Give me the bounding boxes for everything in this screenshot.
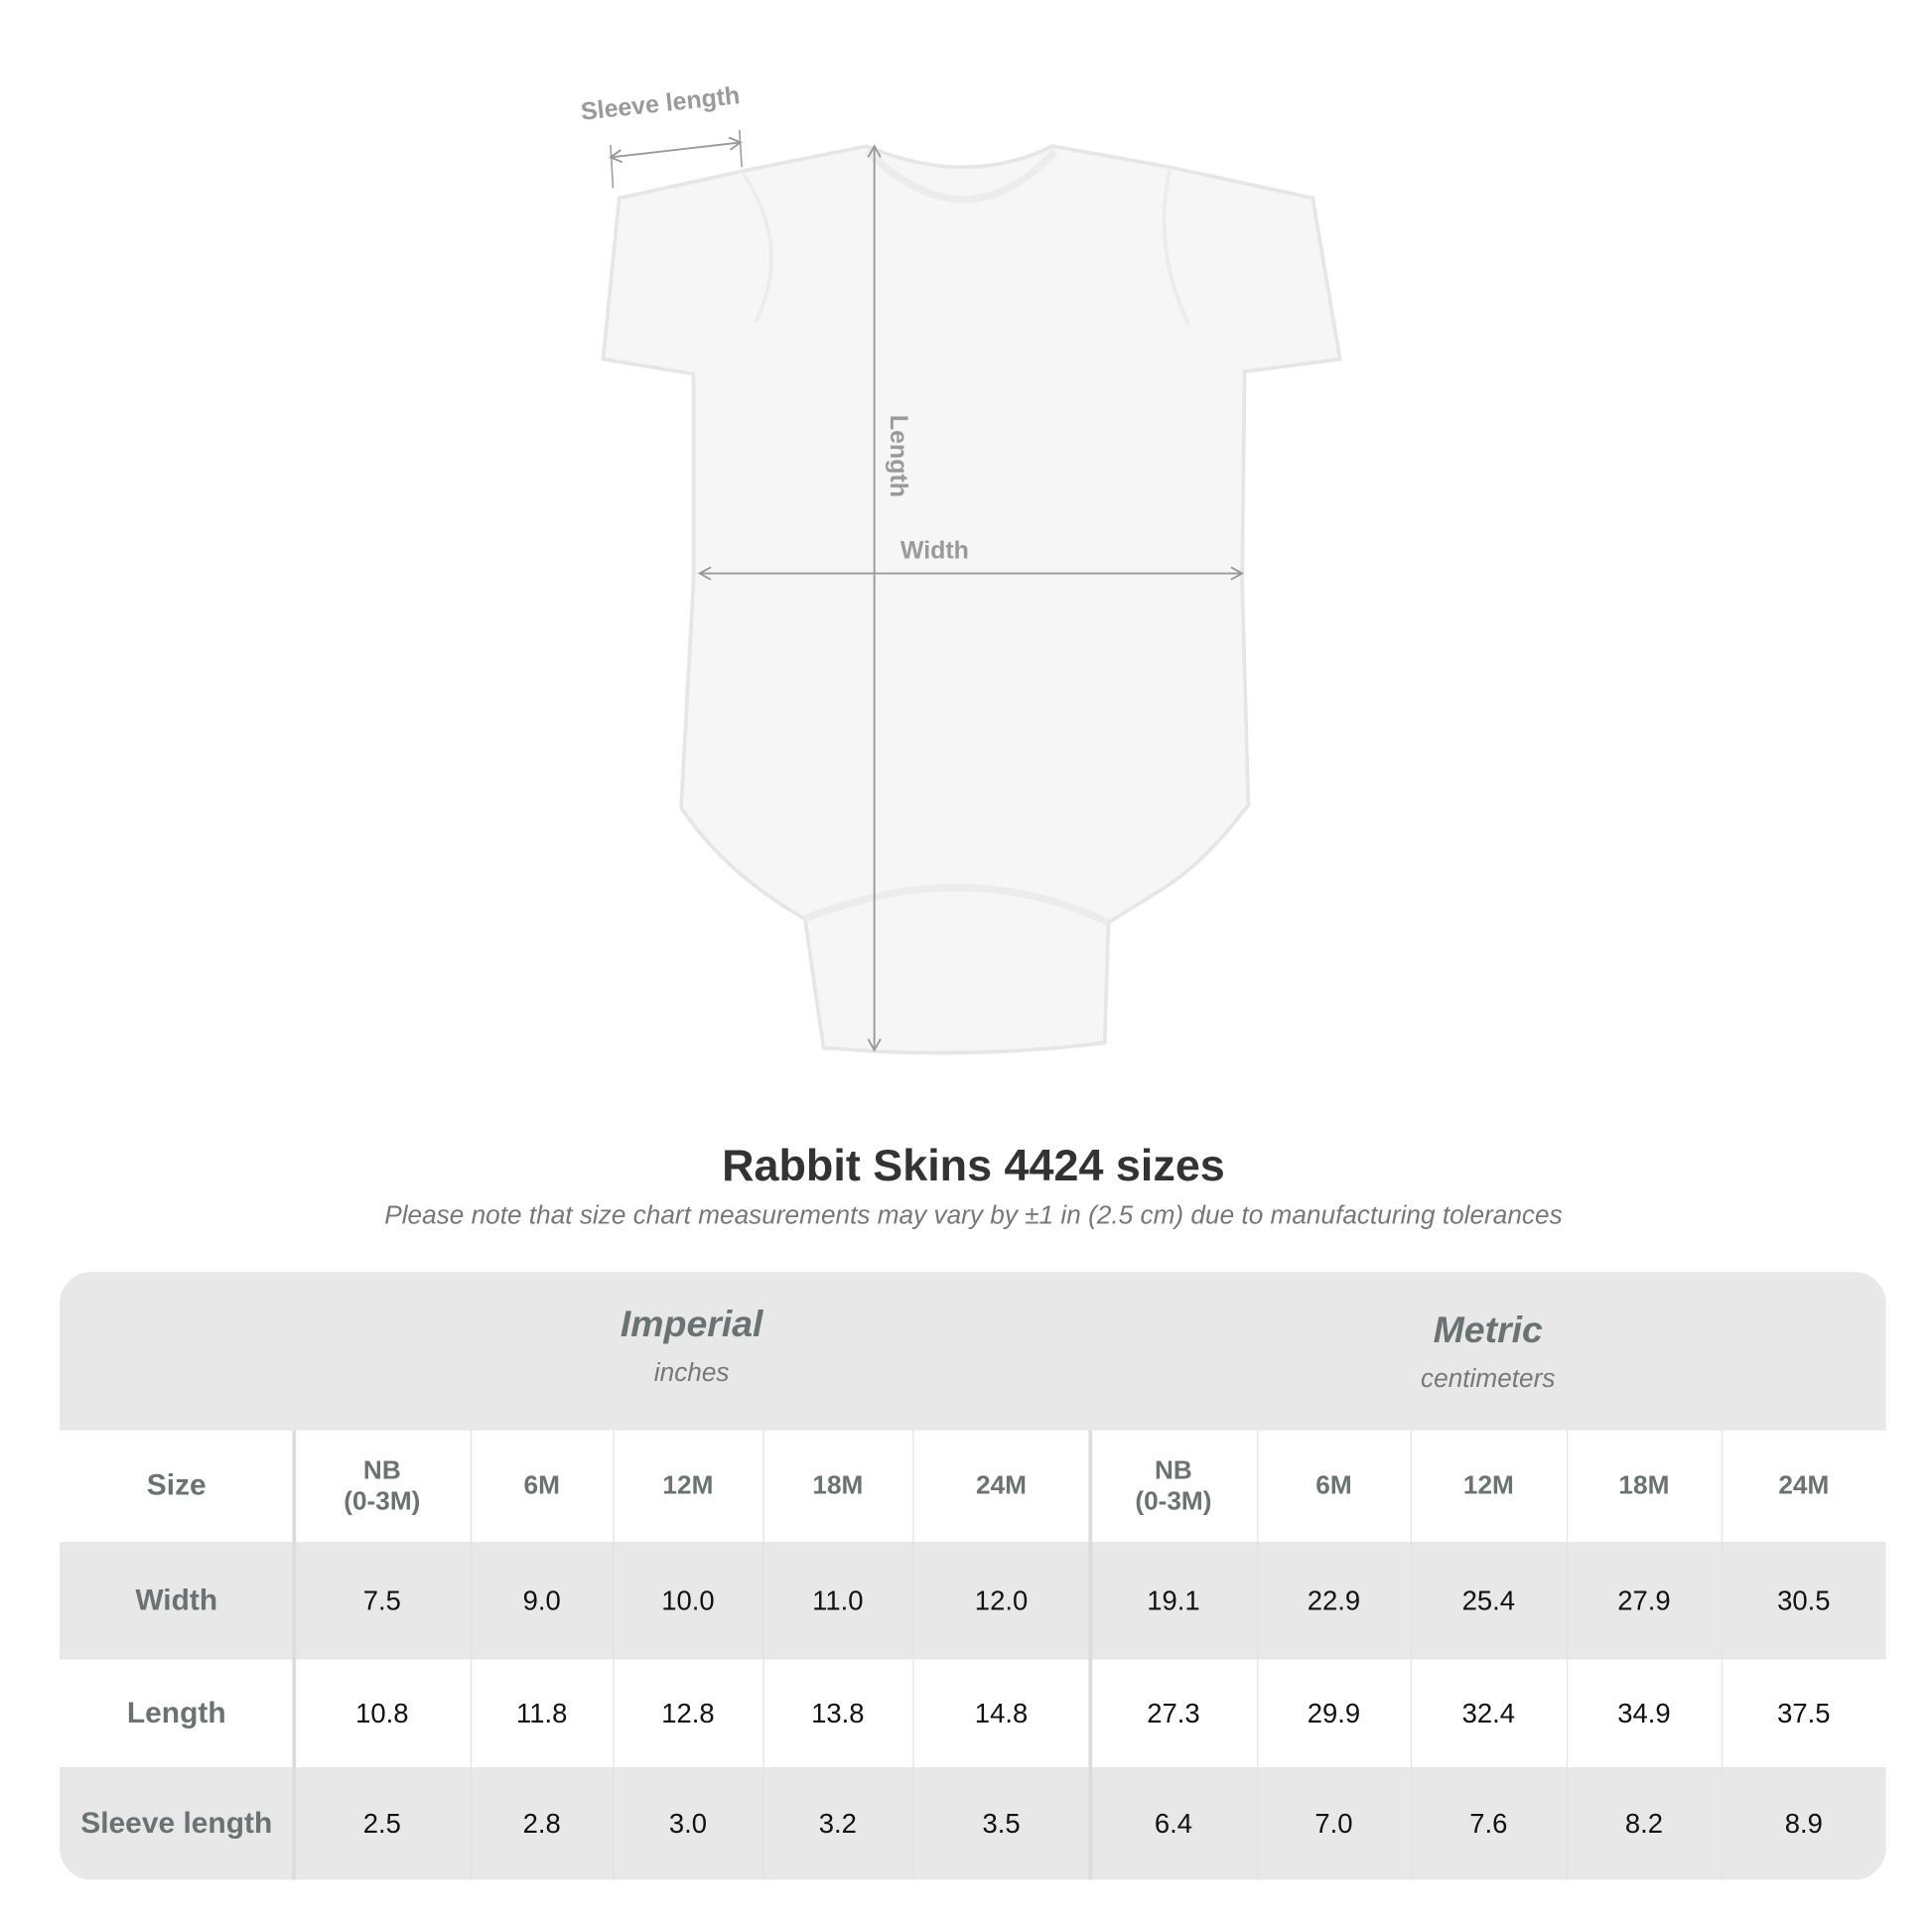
metric-size-header: NB (0-3M)	[1135, 1455, 1212, 1516]
column-divider	[1410, 1430, 1413, 1880]
imperial-value: 3.5	[982, 1807, 1021, 1839]
column-divider	[1257, 1430, 1259, 1880]
column-divider	[1088, 1430, 1093, 1880]
column-divider	[1721, 1430, 1724, 1880]
imperial-value: 7.5	[362, 1585, 401, 1616]
metric-value: 19.1	[1147, 1585, 1200, 1616]
row-band-width	[59, 1542, 1886, 1660]
imperial-size-header: 12M	[662, 1471, 714, 1501]
metric-unit: centimeters	[1421, 1364, 1556, 1394]
metric-value: 29.9	[1307, 1697, 1361, 1728]
imperial-unit: inches	[653, 1358, 730, 1388]
tolerance-note: Please note that size chart measurements…	[384, 1200, 1563, 1230]
metric-size-header: 12M	[1462, 1471, 1514, 1501]
imperial-value: 3.0	[668, 1807, 708, 1839]
metric-value: 32.4	[1461, 1697, 1516, 1728]
imperial-size-header: 18M	[812, 1471, 864, 1501]
imperial-size-header: 6M	[523, 1471, 560, 1501]
metric-value: 37.5	[1777, 1697, 1831, 1728]
size-table: Imperial inches Metric centimeters Size N…	[59, 1272, 1886, 1880]
metric-value: 6.4	[1154, 1807, 1192, 1839]
imperial-value: 14.8	[974, 1697, 1029, 1728]
metric-value: 30.5	[1777, 1585, 1831, 1616]
length-label: Length	[884, 414, 912, 498]
metric-value: 34.9	[1617, 1697, 1671, 1728]
size-header: Size	[146, 1467, 207, 1502]
metric-title: Metric	[1433, 1310, 1543, 1351]
imperial-value: 11.8	[516, 1697, 568, 1728]
metric-value: 7.0	[1314, 1807, 1353, 1839]
chart-title: Rabbit Skins 4424 sizes	[722, 1139, 1225, 1190]
imperial-size-header: 24M	[976, 1471, 1027, 1501]
column-divider	[912, 1430, 914, 1880]
metric-value: 25.4	[1461, 1585, 1516, 1616]
column-divider	[471, 1430, 473, 1880]
onesie-garment	[601, 144, 1342, 1055]
imperial-value: 13.8	[811, 1697, 865, 1728]
imperial-value: 3.2	[818, 1807, 857, 1839]
imperial-value: 10.0	[661, 1585, 715, 1616]
column-divider	[762, 1430, 764, 1880]
imperial-value: 11.0	[812, 1585, 864, 1616]
imperial-value: 12.8	[661, 1697, 715, 1728]
onesie-diagram	[601, 129, 1342, 1055]
imperial-value: 2.5	[362, 1807, 401, 1839]
metric-header: Metric centimeters	[1090, 1311, 1886, 1395]
imperial-value: 12.0	[974, 1585, 1029, 1616]
column-divider	[292, 1430, 297, 1880]
metric-value: 8.2	[1624, 1807, 1664, 1839]
column-divider	[613, 1430, 615, 1880]
imperial-header: Imperial inches	[294, 1305, 1090, 1389]
sleeve-length-arrow	[609, 136, 743, 164]
imperial-value: 2.8	[522, 1807, 561, 1839]
table-header-band	[59, 1272, 1886, 1431]
metric-size-header: 6M	[1315, 1471, 1352, 1501]
row-band-sleeve	[59, 1767, 1886, 1880]
imperial-title: Imperial	[620, 1304, 763, 1345]
metric-size-header: 24M	[1778, 1471, 1830, 1501]
metric-value: 22.9	[1307, 1585, 1361, 1616]
column-divider	[1566, 1430, 1569, 1880]
row-label: Sleeve length	[80, 1806, 273, 1841]
metric-value: 27.9	[1617, 1585, 1671, 1616]
imperial-size-header: NB (0-3M)	[344, 1455, 421, 1516]
width-label: Width	[899, 537, 969, 565]
imperial-value: 10.8	[355, 1697, 409, 1728]
row-label: Width	[135, 1583, 218, 1617]
metric-value: 27.3	[1147, 1697, 1200, 1728]
metric-value: 8.9	[1784, 1807, 1823, 1839]
metric-size-header: 18M	[1618, 1471, 1670, 1501]
row-label: Length	[126, 1696, 226, 1729]
imperial-value: 9.0	[522, 1585, 561, 1616]
metric-value: 7.6	[1469, 1807, 1508, 1839]
